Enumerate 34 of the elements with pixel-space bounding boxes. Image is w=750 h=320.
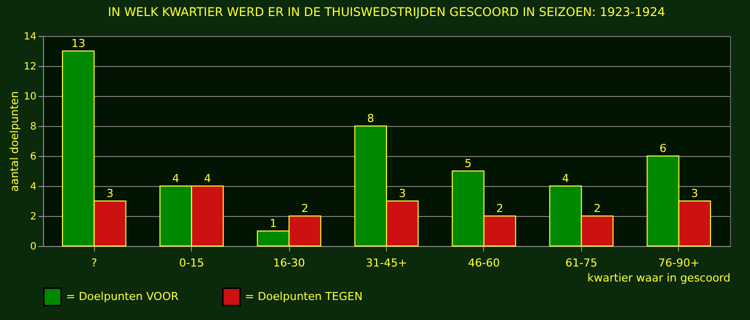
legend-label: = Doelpunten TEGEN — [245, 290, 363, 303]
legend-label: = Doelpunten VOOR — [66, 290, 179, 303]
data-label: 6 — [660, 142, 667, 155]
y-tick-label: 6 — [30, 152, 36, 162]
x-tick-label: 0-15 — [179, 256, 204, 270]
y-tick-label: 2 — [30, 212, 36, 222]
y-tick-label: 14 — [24, 32, 36, 42]
chart-title: IN WELK KWARTIER WERD ER IN DE THUISWEDSTRIJDEN GESCOORD IN SEIZOEN: 1923-1924 — [108, 5, 666, 19]
data-label: 3 — [398, 187, 406, 200]
y-tick-label: 0 — [30, 242, 36, 252]
data-label: 1 — [270, 217, 277, 230]
y-tick-label: 4 — [30, 182, 36, 192]
y-tick-label: 8 — [30, 122, 36, 132]
data-label: 4 — [204, 172, 211, 185]
data-label: 2 — [594, 202, 601, 215]
x-axis-title: kwartier waar in gescoord — [587, 272, 730, 284]
data-label: 4 — [172, 172, 180, 185]
x-tick-label: 46-60 — [468, 256, 500, 270]
y-tick-label: 12 — [24, 62, 36, 72]
data-label: 5 — [464, 157, 472, 170]
y-tick-label: 10 — [24, 92, 36, 102]
data-label: 2 — [496, 202, 504, 215]
x-tick-label: 16-30 — [273, 256, 306, 270]
x-tick-label: 76-90+ — [658, 256, 700, 270]
data-label: 3 — [691, 187, 698, 200]
data-label: 8 — [367, 112, 374, 125]
x-tick-label: 31-45+ — [366, 256, 408, 270]
data-label: 2 — [301, 202, 308, 215]
data-label: 3 — [106, 187, 114, 200]
data-label: 4 — [562, 172, 570, 185]
x-tick-label: 61-75 — [565, 256, 598, 270]
y-axis-title: aantal doelpunten — [8, 91, 21, 192]
data-label: 13 — [71, 37, 86, 50]
x-tick-label: ? — [91, 256, 98, 270]
